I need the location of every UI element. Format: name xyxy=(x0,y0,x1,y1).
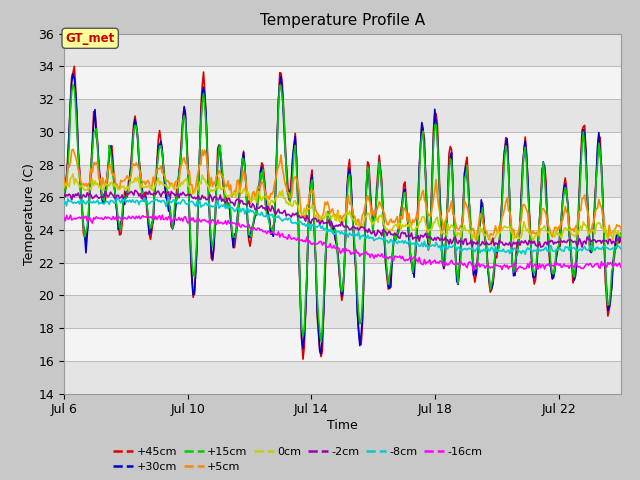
Bar xyxy=(64,328,621,361)
Bar xyxy=(64,197,621,230)
Bar xyxy=(64,34,621,66)
Bar xyxy=(64,165,621,197)
Bar xyxy=(64,230,621,263)
Y-axis label: Temperature (C): Temperature (C) xyxy=(22,163,36,264)
Bar xyxy=(64,132,621,165)
Bar xyxy=(64,66,621,99)
Title: Temperature Profile A: Temperature Profile A xyxy=(260,13,425,28)
Text: GT_met: GT_met xyxy=(65,32,115,45)
Bar xyxy=(64,361,621,394)
Legend: +45cm, +30cm, +15cm, +5cm, 0cm, -2cm, -8cm, -16cm: +45cm, +30cm, +15cm, +5cm, 0cm, -2cm, -8… xyxy=(109,443,487,477)
Bar xyxy=(64,263,621,295)
Bar xyxy=(64,295,621,328)
X-axis label: Time: Time xyxy=(327,419,358,432)
Bar xyxy=(64,99,621,132)
